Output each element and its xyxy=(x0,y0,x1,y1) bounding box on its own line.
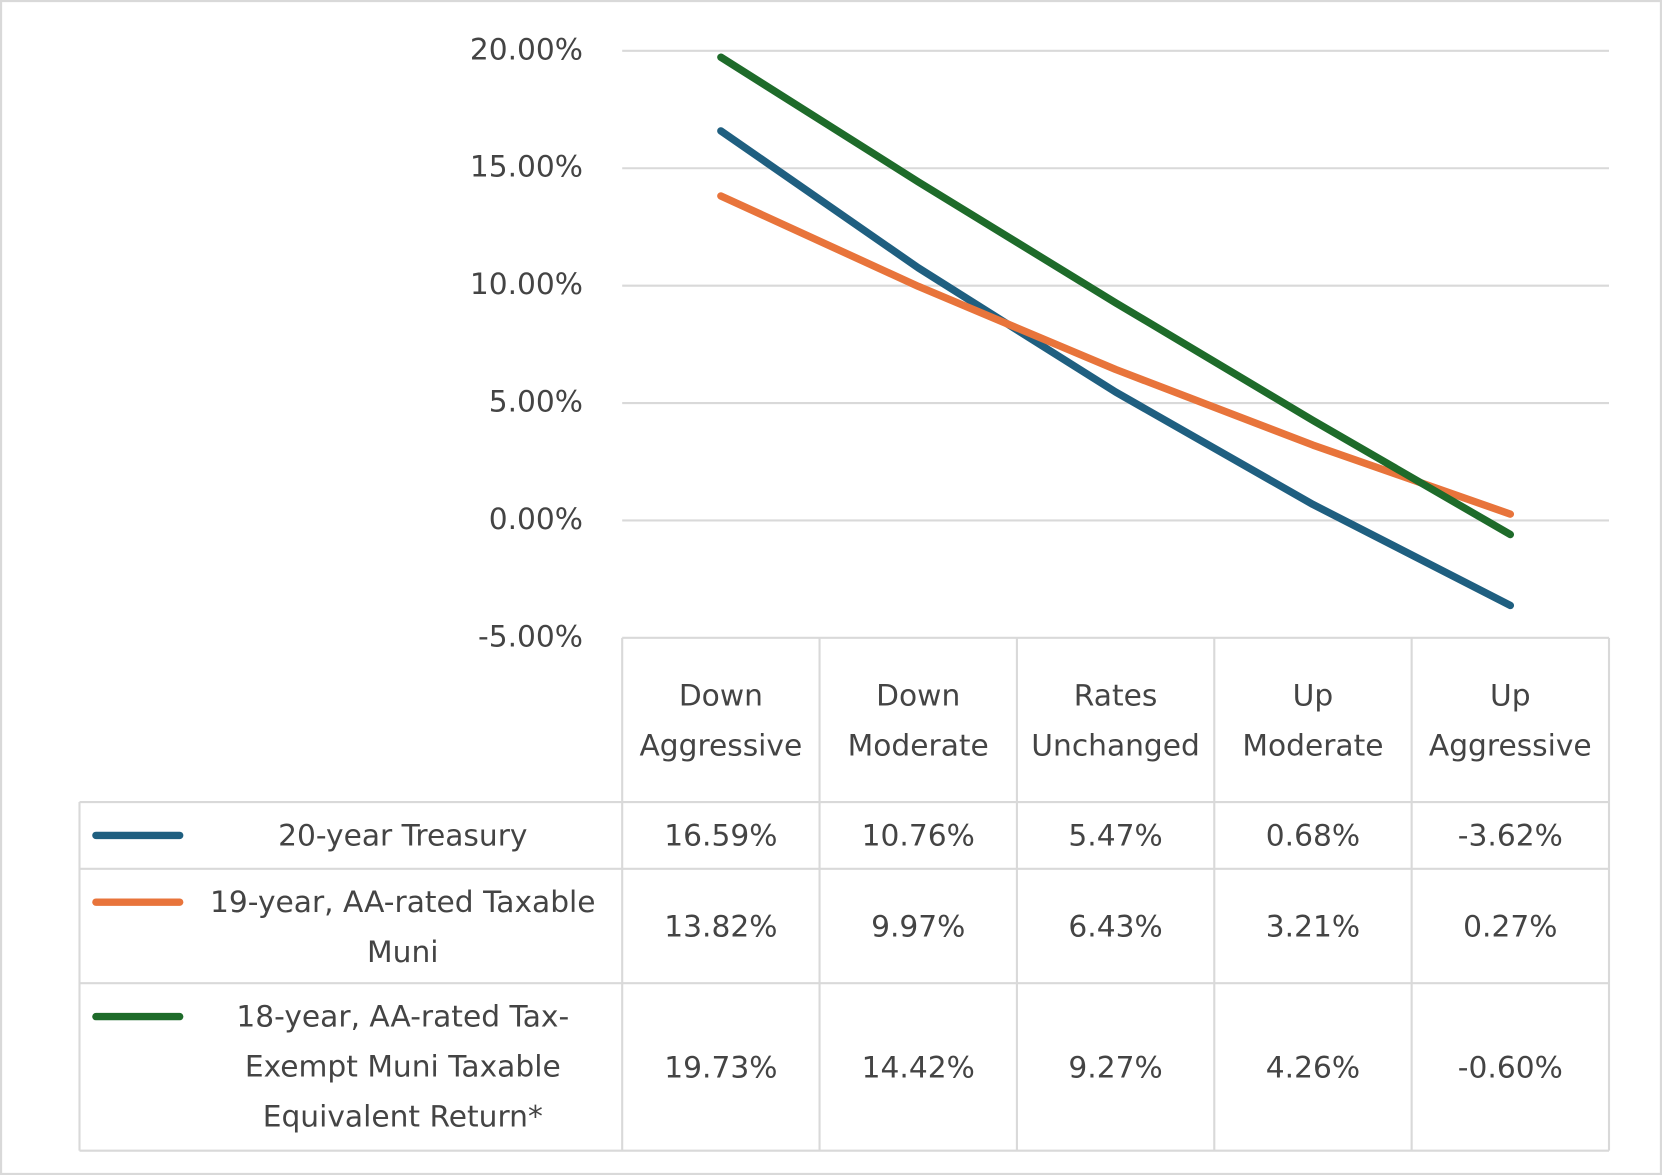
value-label: 13.82% xyxy=(664,908,778,944)
value-label-box: 0.68% xyxy=(1265,817,1361,853)
value-label: 0.68% xyxy=(1265,817,1361,853)
value-label-box: 13.82% xyxy=(664,908,778,944)
legend-entry: 20-year Treasury xyxy=(79,802,622,869)
category-label-box: Rates Unchanged xyxy=(1031,677,1200,763)
value-label: -0.60% xyxy=(1457,1049,1563,1085)
y-tick-label: 10.00% xyxy=(470,266,583,301)
y-tick-label: 0.00% xyxy=(489,501,583,536)
value-label: 9.97% xyxy=(871,908,966,944)
category-label-box: Down Moderate xyxy=(847,677,989,763)
value-label-box: 6.43% xyxy=(1068,908,1163,944)
legend-entry: 19-year, AA-rated Taxable Muni xyxy=(79,869,622,983)
value-label-box: -0.60% xyxy=(1457,1049,1563,1085)
value-label: 10.76% xyxy=(861,817,975,853)
value-label-box: 19.73% xyxy=(664,1049,778,1085)
y-tick-label: -5.00% xyxy=(478,618,583,653)
series-line xyxy=(717,53,1515,539)
value-label-box: 3.21% xyxy=(1265,908,1361,944)
y-tick-label: 15.00% xyxy=(470,149,583,184)
series-line xyxy=(717,192,1515,518)
value-label-box: 9.27% xyxy=(1068,1049,1163,1085)
y-tick-label: 5.00% xyxy=(489,384,583,419)
legend-swatch xyxy=(92,1012,184,1021)
category-label: Up Moderate xyxy=(1242,677,1384,763)
value-label-box: -3.62% xyxy=(1457,817,1563,853)
value-label-box: 9.97% xyxy=(871,908,966,944)
value-label: 19.73% xyxy=(664,1049,778,1085)
series-line xyxy=(717,127,1515,610)
value-label-box: 14.42% xyxy=(861,1049,975,1085)
legend-swatch xyxy=(92,898,184,906)
value-label: 6.43% xyxy=(1068,908,1163,944)
value-label: 4.26% xyxy=(1265,1049,1361,1085)
value-label: 3.21% xyxy=(1265,908,1361,944)
category-label: Down Aggressive xyxy=(639,677,803,763)
legend-entry-box: 18-year, AA-rated Tax-Exempt Muni Taxabl… xyxy=(79,983,622,1150)
value-label-box: 16.59% xyxy=(664,817,778,853)
legend-swatch xyxy=(92,831,184,840)
value-label-box: 4.26% xyxy=(1265,1049,1361,1085)
value-label-box: 0.27% xyxy=(1463,908,1558,944)
category-label: Rates Unchanged xyxy=(1031,677,1200,763)
category-label: Up Aggressive xyxy=(1428,677,1592,763)
category-label-box: Up Moderate xyxy=(1242,677,1384,763)
category-label-box: Up Aggressive xyxy=(1428,677,1592,763)
value-label: 16.59% xyxy=(664,817,778,853)
value-label: 5.47% xyxy=(1068,817,1163,853)
legend-entry: 18-year, AA-rated Tax-Exempt Muni Taxabl… xyxy=(79,983,622,1150)
value-label: 9.27% xyxy=(1068,1049,1163,1085)
category-label-box: Down Aggressive xyxy=(639,677,803,763)
value-label-box: 5.47% xyxy=(1068,817,1163,853)
value-label: 14.42% xyxy=(861,1049,975,1085)
value-label: 0.27% xyxy=(1463,908,1558,944)
value-label-box: 10.76% xyxy=(861,817,975,853)
category-label: Down Moderate xyxy=(847,677,989,763)
value-label: -3.62% xyxy=(1457,817,1563,853)
y-tick-label: 20.00% xyxy=(470,31,583,66)
legend-entry-box: 20-year Treasury xyxy=(79,802,622,869)
legend-entry-box: 19-year, AA-rated Taxable Muni xyxy=(79,869,622,983)
